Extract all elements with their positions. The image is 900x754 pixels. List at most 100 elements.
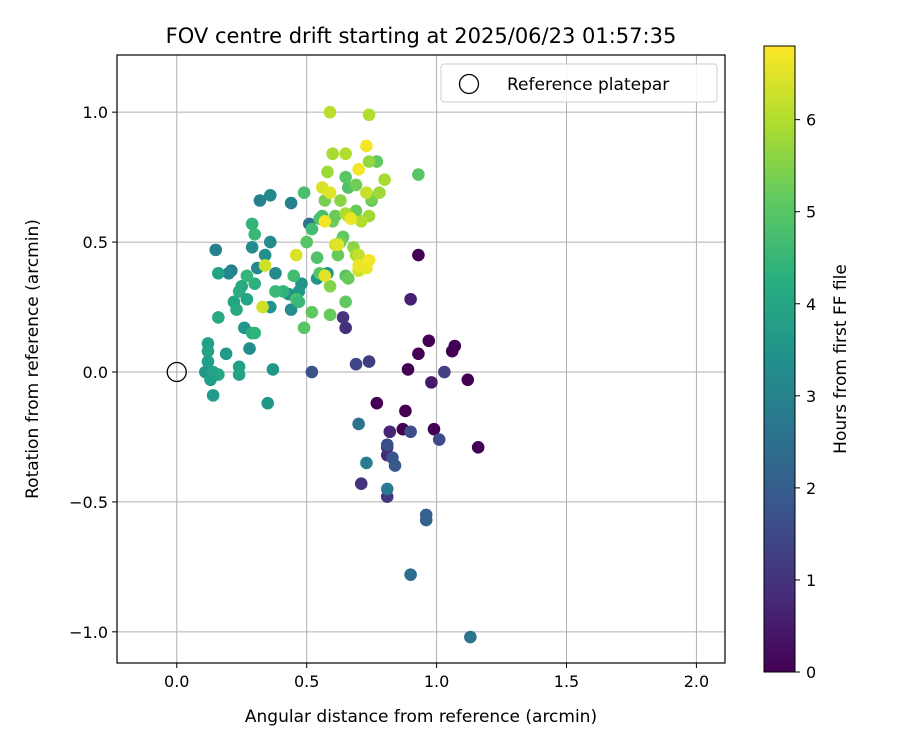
data-point [292, 295, 306, 309]
data-point [235, 279, 249, 293]
data-point [245, 240, 259, 254]
data-point [240, 269, 254, 283]
data-point [419, 513, 433, 527]
data-point [339, 321, 352, 335]
data-point [344, 212, 358, 225]
colorbar-tick-label: 4 [806, 295, 816, 314]
data-point [323, 308, 337, 322]
x-axis-label: Angular distance from reference (arcmin) [245, 707, 597, 727]
data-point [362, 155, 376, 168]
data-point [300, 235, 313, 249]
x-tick-label: 2.0 [684, 672, 709, 691]
data-point [464, 630, 477, 644]
reference-point-marker [166, 361, 187, 383]
data-point [339, 295, 352, 309]
data-point [360, 186, 373, 200]
x-tick-label: 1.0 [424, 672, 449, 691]
data-point [370, 396, 384, 410]
data-point [412, 248, 425, 262]
data-point [253, 194, 267, 207]
data-point [412, 168, 425, 181]
data-point [425, 376, 438, 389]
colorbar-tick-label: 6 [806, 111, 816, 130]
colorbar-tick-label: 3 [806, 387, 816, 406]
data-point [404, 568, 417, 581]
data-point [380, 482, 394, 496]
data-point [248, 277, 262, 290]
y-axis-label: Rotation from reference (arcmin) [23, 219, 43, 499]
data-point [354, 477, 368, 491]
colorbar-label: Hours from first FF file [831, 264, 851, 454]
data-point [373, 186, 386, 200]
data-points [166, 105, 485, 644]
data-point [258, 259, 272, 272]
data-point [362, 253, 376, 267]
data-point [258, 248, 272, 262]
data-point [305, 305, 319, 319]
data-point [388, 459, 402, 472]
data-point [461, 373, 475, 387]
data-point [256, 300, 269, 314]
data-point [222, 266, 236, 280]
data-point [323, 186, 337, 200]
data-point [297, 321, 311, 335]
data-point [321, 165, 334, 179]
colorbar-ticks: 0 1 2 3 4 5 6 [795, 111, 816, 682]
data-point [352, 163, 365, 176]
data-point [349, 357, 363, 371]
data-point [401, 363, 415, 376]
legend: Reference platepar [440, 63, 718, 103]
y-tick-label: 0.0 [83, 363, 108, 382]
legend-label: Reference platepar [507, 75, 669, 95]
data-point [438, 365, 451, 379]
data-point [201, 355, 215, 368]
data-point [349, 178, 363, 192]
data-point [284, 196, 298, 210]
data-point [339, 170, 352, 184]
data-point [352, 248, 365, 262]
data-point [287, 269, 300, 283]
data-point [354, 214, 368, 228]
data-point [212, 266, 225, 280]
data-point [404, 292, 417, 306]
data-point [422, 334, 436, 348]
data-point [219, 347, 233, 361]
data-point [266, 363, 280, 376]
data-point [399, 404, 412, 418]
data-point [310, 251, 324, 264]
data-point [380, 438, 394, 452]
y-tick-label: −1.0 [69, 623, 108, 642]
colorbar-gradient [763, 45, 796, 673]
data-point [305, 222, 319, 236]
data-point [209, 243, 223, 257]
data-point [261, 396, 275, 410]
data-point [305, 365, 319, 379]
data-point [297, 186, 311, 200]
x-tick-label: 0.0 [164, 672, 189, 691]
y-tick-label: 1.0 [83, 103, 108, 122]
x-tick-label: 1.5 [554, 672, 579, 691]
colorbar-tick-label: 5 [806, 203, 816, 222]
colorbar-tick-label: 1 [806, 571, 816, 590]
data-point [328, 209, 342, 223]
data-point [212, 311, 225, 324]
data-point [341, 272, 355, 285]
data-point [432, 433, 446, 446]
data-point [204, 373, 217, 387]
data-point [232, 368, 246, 381]
data-point [289, 248, 303, 262]
x-axis-ticks: 0.0 0.5 1.0 1.5 2.0 [164, 663, 709, 691]
colorbar-tick-label: 2 [806, 479, 816, 498]
colorbar-tick-label: 0 [806, 663, 816, 682]
data-point [383, 425, 397, 439]
grid-lines [117, 55, 725, 663]
data-point [412, 347, 425, 361]
data-point [362, 355, 376, 368]
data-point [378, 173, 391, 187]
data-point [427, 422, 441, 436]
data-point [404, 425, 417, 439]
data-point [336, 311, 350, 324]
data-point [269, 285, 282, 298]
data-point [243, 342, 256, 355]
